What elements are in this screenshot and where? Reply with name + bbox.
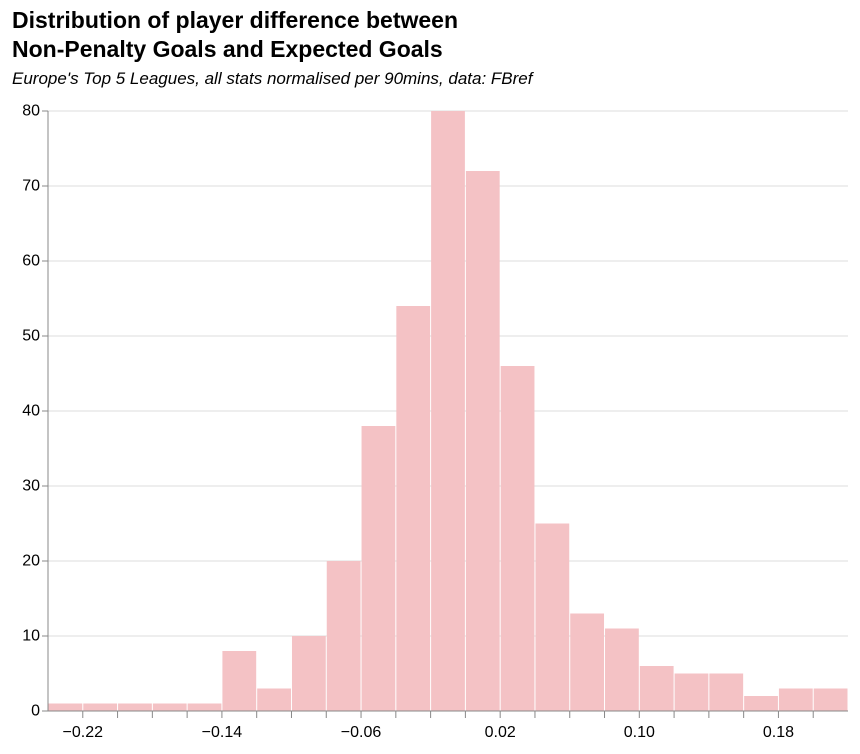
histogram-bar [605,628,639,711]
x-tick-label: 0.10 [624,724,655,741]
chart-title: Distribution of player difference betwee… [12,6,458,64]
histogram-bar [396,306,431,711]
tick-labels: 0 10 20 30 40 50 60 70 80 −0.22 −0.14 −0.06 0.02 0.10… [22,103,794,742]
histogram-bar [674,673,709,711]
histogram-bar [778,688,813,711]
histogram-bars [48,111,848,711]
histogram-bar [500,366,535,711]
y-tick-label: 0 [31,703,40,720]
histogram-bar [813,688,848,711]
x-tick-label: 0.18 [763,724,794,741]
histogram-bar [291,636,326,711]
histogram-bar [48,703,83,711]
histogram-bar [222,651,257,711]
x-tick-label: −0.06 [341,724,382,741]
chart-title-line-2: Non-Penalty Goals and Expected Goals [12,36,443,62]
histogram-bar [361,426,396,711]
axes [42,110,848,718]
histogram-bar [152,703,187,711]
y-tick-label: 70 [22,178,40,195]
x-tick-label: −0.22 [63,724,104,741]
histogram-bar [570,613,605,711]
histogram-bar [709,673,744,711]
y-tick-label: 60 [22,253,40,270]
x-tick-label: −0.14 [202,724,243,741]
y-tick-label: 50 [22,328,40,345]
y-tick-label: 40 [22,403,40,420]
y-tick-label: 80 [22,103,40,120]
histogram-bar [639,666,674,711]
histogram-bar [431,111,465,711]
histogram-bar [257,688,291,711]
histogram-bar [744,696,778,711]
histogram-bar [187,703,222,711]
x-tick-label: 0.02 [485,724,516,741]
histogram-bar [465,171,500,711]
histogram-bar [118,703,152,711]
y-tick-label: 10 [22,628,40,645]
histogram-bar [83,703,118,711]
y-tick-label: 20 [22,553,40,570]
chart-subtitle: Europe's Top 5 Leagues, all stats normal… [12,69,533,88]
y-tick-label: 30 [22,478,40,495]
histogram-bar [326,561,361,711]
histogram-bar [535,523,570,711]
chart-title-line-1: Distribution of player difference betwee… [12,7,459,33]
